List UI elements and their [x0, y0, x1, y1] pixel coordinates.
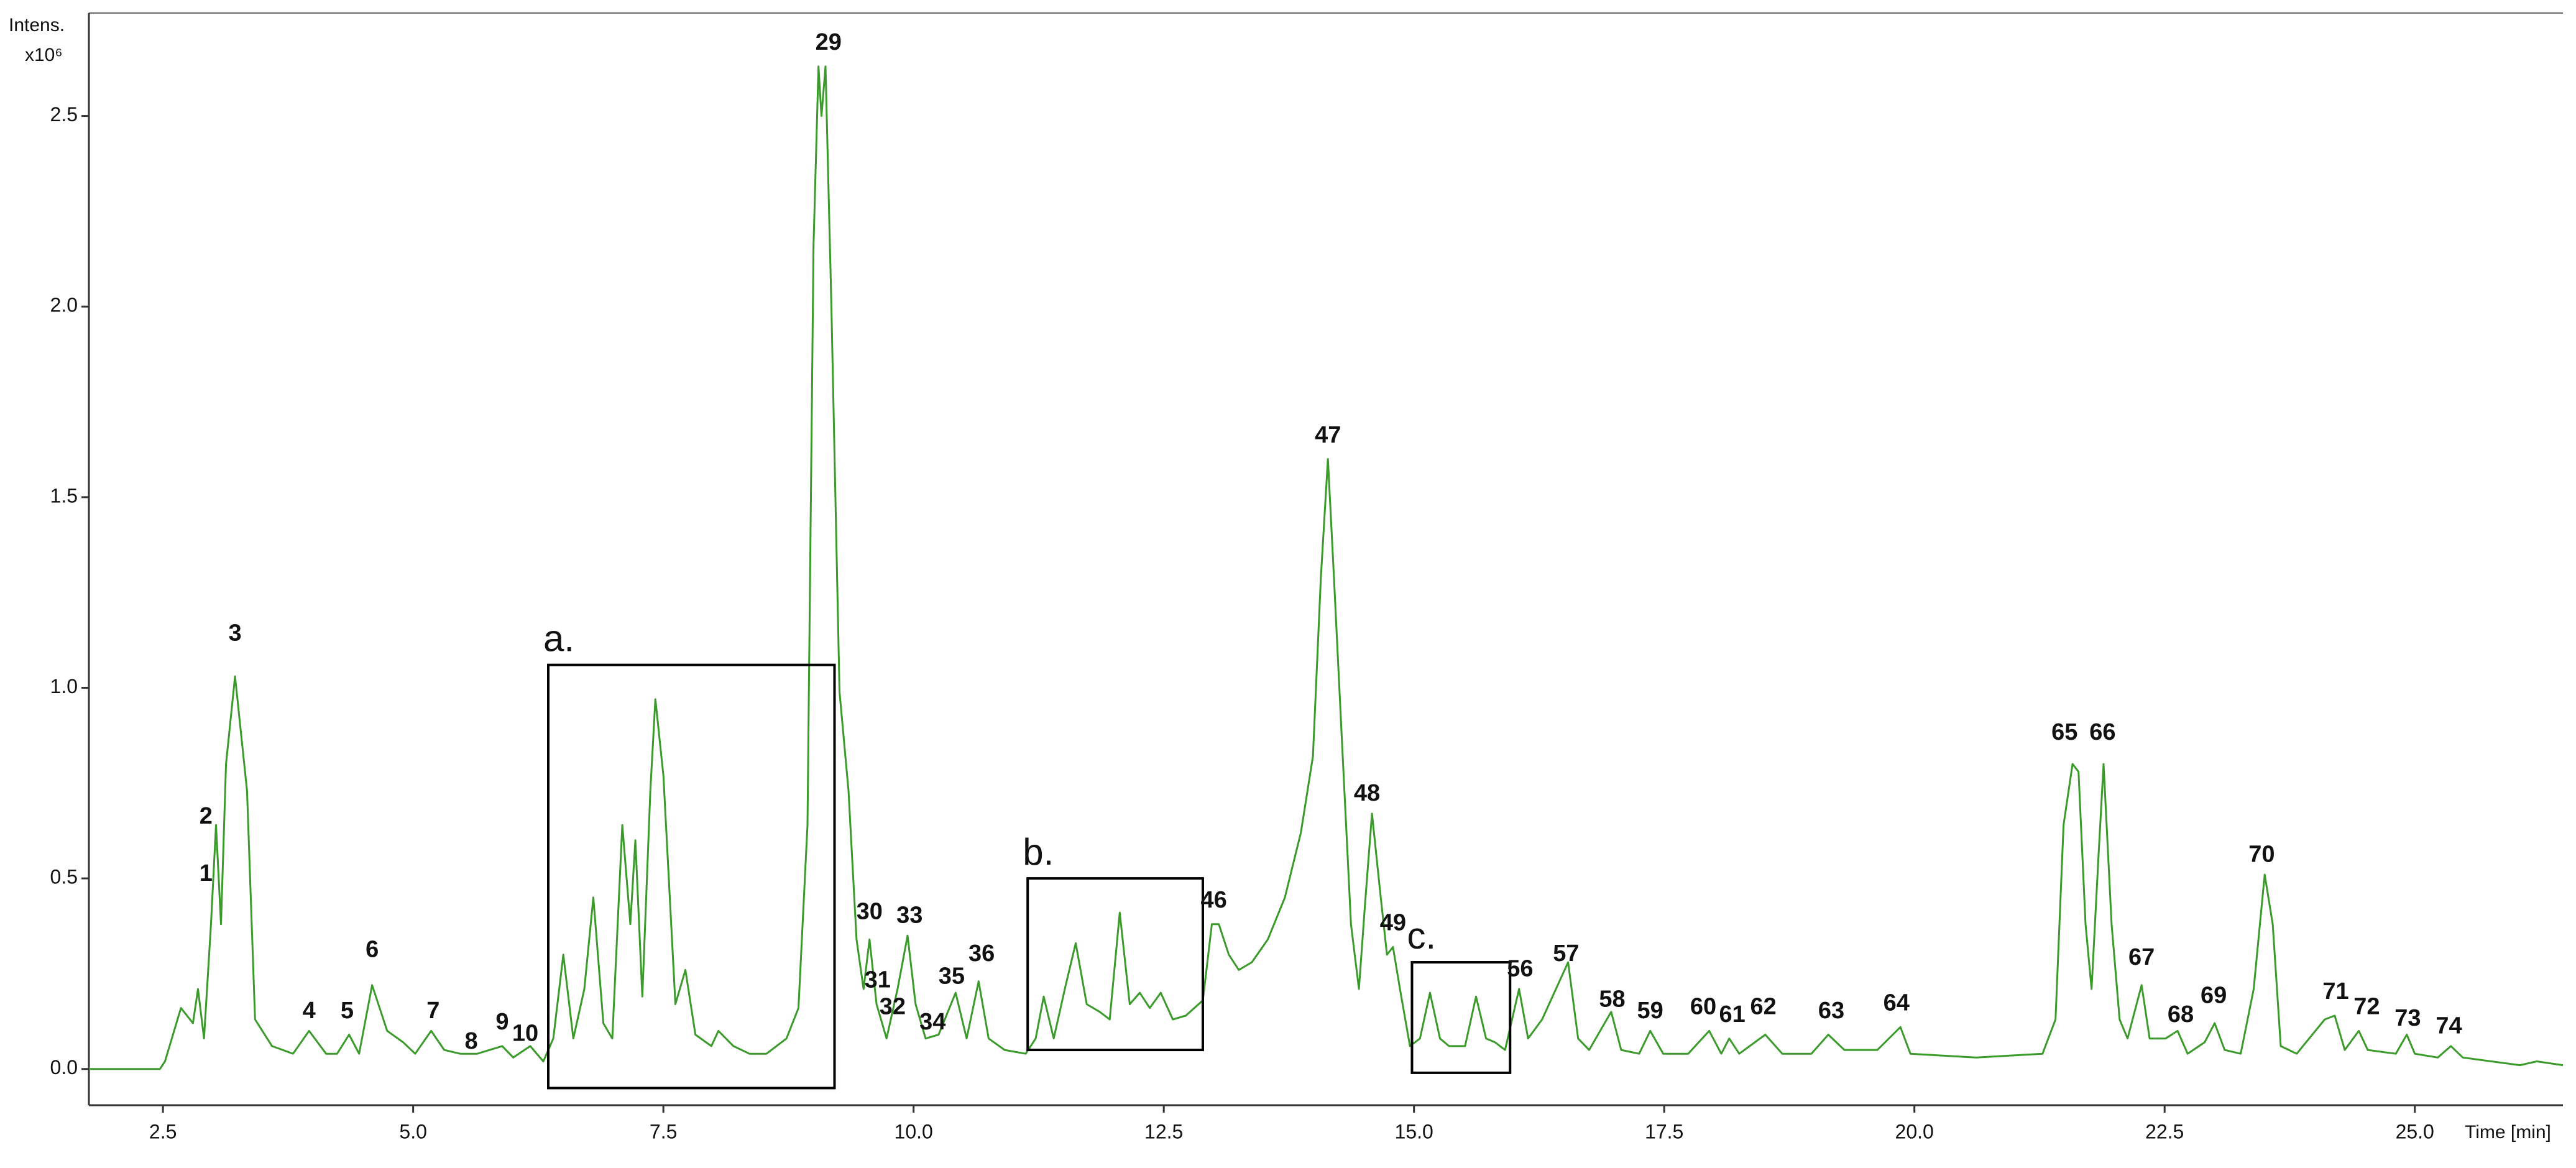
peak-label: 7 [426, 998, 439, 1024]
peak-label: 70 [2248, 841, 2275, 867]
peak-label: 63 [1818, 998, 1844, 1024]
peak-label: 62 [1750, 994, 1776, 1020]
peak-label: 6 [366, 937, 379, 963]
peak-label: 48 [1354, 780, 1380, 806]
peak-label: 10 [512, 1021, 538, 1047]
chromatogram-trace [89, 65, 2564, 1070]
peak-label: 2 [200, 803, 213, 829]
peak-label: 60 [1690, 994, 1716, 1020]
peak-label: 68 [2168, 1001, 2194, 1028]
peak-label: 34 [919, 1009, 945, 1035]
y-tick-label: 1.0 [50, 675, 78, 697]
peak-label: 56 [1507, 955, 1533, 982]
y-tick-label: 0.5 [50, 866, 78, 888]
peak-label: 72 [2353, 994, 2380, 1020]
peak-label: 61 [1719, 1001, 1746, 1028]
peak-label: 49 [1380, 910, 1406, 936]
y-axis-title: Intens. [9, 15, 65, 35]
peak-label: 8 [464, 1028, 477, 1054]
x-tick-label: 17.5 [1645, 1120, 1683, 1143]
peak-label: 32 [880, 994, 906, 1020]
y-tick-label: 2.0 [50, 294, 78, 316]
region-label: c. [1407, 915, 1436, 957]
peak-label: 31 [865, 967, 891, 993]
x-tick-label: 12.5 [1144, 1120, 1183, 1143]
x-tick-label: 25.0 [2396, 1120, 2434, 1143]
x-tick-label: 2.5 [149, 1120, 177, 1143]
y-tick-label: 0.0 [50, 1056, 78, 1078]
peak-label: 47 [1315, 422, 1341, 448]
x-tick-label: 5.0 [399, 1120, 426, 1143]
peak-label: 4 [303, 998, 316, 1024]
peak-label: 66 [2089, 719, 2115, 745]
x-tick-label: 20.0 [1895, 1120, 1934, 1143]
peak-label: 58 [1599, 986, 1625, 1012]
region-box [1026, 877, 1204, 1052]
x-tick-label: 7.5 [650, 1120, 677, 1143]
region-box [1410, 961, 1512, 1074]
peak-label: 69 [2201, 982, 2227, 1008]
peak-label: 33 [896, 902, 922, 928]
x-tick-label: 15.0 [1395, 1120, 1433, 1143]
peak-label: 73 [2394, 1005, 2421, 1031]
peak-label: 5 [341, 998, 354, 1024]
region-label: b. [1023, 831, 1054, 873]
peak-label: 46 [1201, 887, 1227, 913]
peak-label: 59 [1637, 998, 1663, 1024]
peak-label: 57 [1553, 940, 1579, 967]
peak-label: 64 [1884, 990, 1910, 1016]
peak-label: 30 [857, 898, 883, 924]
peak-label: 35 [939, 963, 965, 990]
region-box [547, 663, 836, 1090]
x-axis-title: Time [min] [2465, 1122, 2551, 1143]
y-axis-scale: x10⁶ [25, 45, 63, 65]
peak-label: 67 [2128, 944, 2155, 970]
y-tick-label: 1.5 [50, 484, 78, 507]
x-tick-label: 22.5 [2145, 1120, 2184, 1143]
region-label: a. [543, 618, 574, 660]
peak-label: 1 [200, 860, 213, 886]
peak-label: 36 [968, 940, 995, 967]
peak-label: 29 [816, 29, 842, 55]
x-tick-label: 10.0 [895, 1120, 933, 1143]
peak-label: 71 [2322, 978, 2348, 1005]
peak-label: 65 [2051, 719, 2077, 745]
peak-label: 74 [2436, 1013, 2462, 1039]
peak-label: 9 [495, 1009, 508, 1035]
peak-label: 3 [228, 620, 241, 646]
y-tick-label: 2.5 [50, 103, 78, 126]
